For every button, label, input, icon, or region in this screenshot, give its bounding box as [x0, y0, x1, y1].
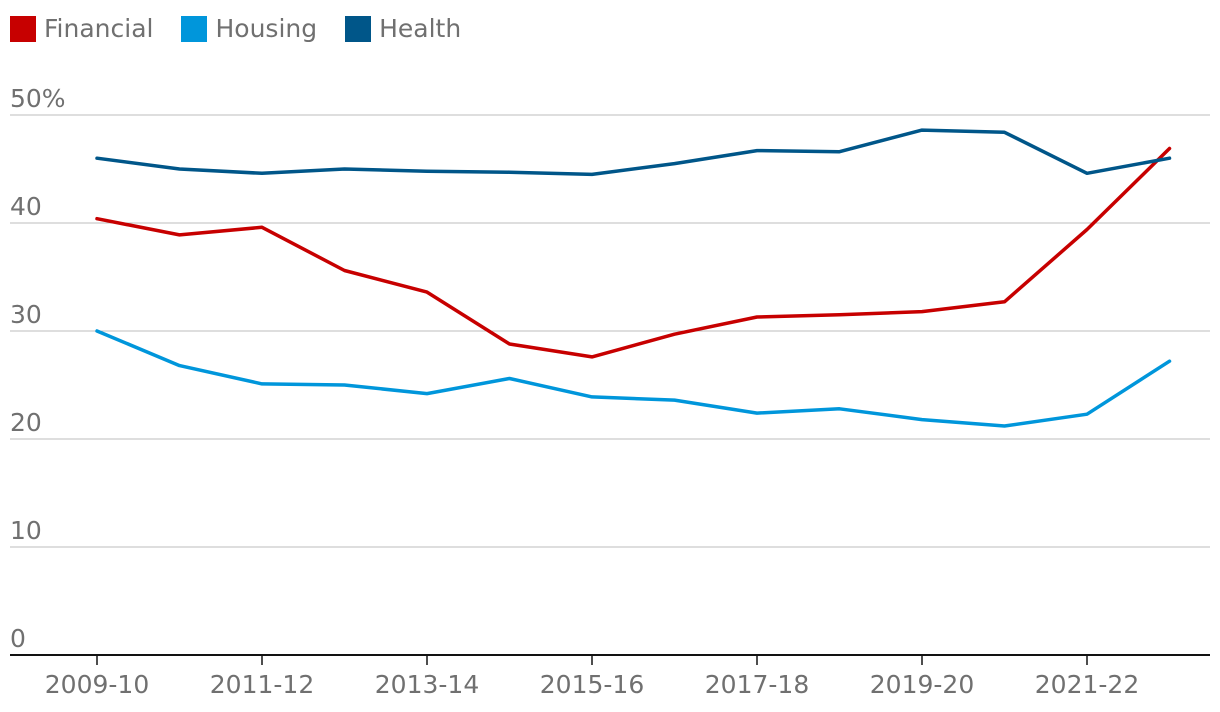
x-tick-label-2011-12: 2011-12	[210, 670, 314, 699]
series-line-housing	[95, 329, 1172, 428]
y-tick-label-20: 20	[10, 408, 42, 437]
x-tick-label-2013-14: 2013-14	[375, 670, 479, 699]
legend-label-health: Health	[379, 14, 462, 43]
legend-swatch-financial	[10, 15, 36, 42]
y-tick-label-10: 10	[10, 516, 42, 545]
y-tick-label-0: 0	[10, 624, 26, 653]
x-tick-label-2019-20: 2019-20	[870, 670, 974, 699]
x-tick-label-2009-10: 2009-10	[45, 670, 149, 699]
legend-swatch-housing	[181, 15, 208, 42]
y-tick-label-40: 40	[10, 192, 42, 221]
series-lines	[95, 128, 1172, 428]
legend-label-housing: Housing	[215, 14, 318, 43]
x-tick-label-2015-16: 2015-16	[540, 670, 644, 699]
x-axis: 2009-10 2011-12 2013-14 2015-16 2017-18 2019-…	[10, 654, 1210, 699]
series-line-health	[95, 128, 1172, 177]
legend-item-financial: Financial	[10, 14, 153, 43]
y-tick-label-30: 30	[10, 300, 42, 329]
legend-swatch-health	[345, 15, 372, 42]
x-tick-label-2017-18: 2017-18	[705, 670, 809, 699]
gridlines	[10, 114, 1210, 548]
legend-item-health: Health	[345, 14, 461, 43]
legend-item-housing: Housing	[181, 14, 317, 43]
y-tick-label-50: 50%	[10, 84, 66, 113]
series-line-financial	[95, 146, 1172, 359]
legend-label-financial: Financial	[44, 14, 154, 43]
y-axis: 0 10 20 30 40 50%	[10, 84, 66, 653]
x-tick-label-2021-22: 2021-22	[1035, 670, 1139, 699]
legend: Financial Housing Health	[10, 14, 489, 43]
